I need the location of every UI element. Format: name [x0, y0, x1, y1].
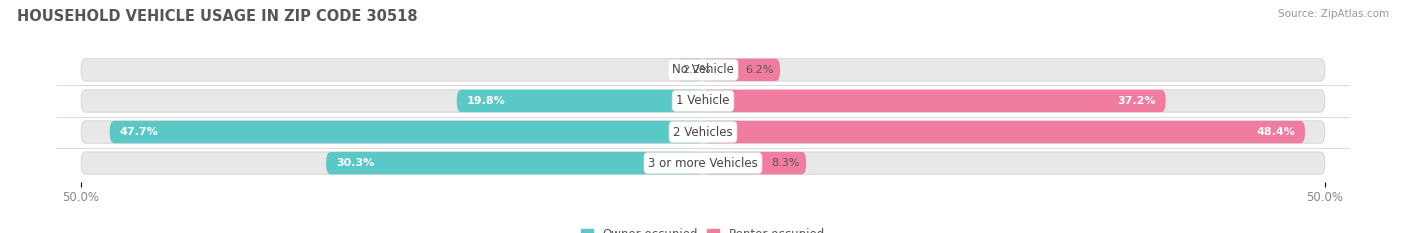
Text: 48.4%: 48.4% [1256, 127, 1295, 137]
FancyBboxPatch shape [82, 152, 1324, 174]
FancyBboxPatch shape [82, 59, 1324, 81]
Text: 37.2%: 37.2% [1118, 96, 1156, 106]
FancyBboxPatch shape [110, 121, 703, 143]
FancyBboxPatch shape [703, 59, 780, 81]
Text: 6.2%: 6.2% [745, 65, 773, 75]
Text: 8.3%: 8.3% [772, 158, 800, 168]
Legend: Owner-occupied, Renter-occupied: Owner-occupied, Renter-occupied [576, 224, 830, 233]
FancyBboxPatch shape [326, 152, 703, 174]
Text: 2.2%: 2.2% [682, 65, 710, 75]
FancyBboxPatch shape [676, 59, 703, 81]
Text: No Vehicle: No Vehicle [672, 63, 734, 76]
FancyBboxPatch shape [457, 90, 703, 112]
Text: HOUSEHOLD VEHICLE USAGE IN ZIP CODE 30518: HOUSEHOLD VEHICLE USAGE IN ZIP CODE 3051… [17, 9, 418, 24]
Text: 19.8%: 19.8% [467, 96, 505, 106]
Text: 1 Vehicle: 1 Vehicle [676, 94, 730, 107]
Text: 47.7%: 47.7% [120, 127, 159, 137]
Text: 2 Vehicles: 2 Vehicles [673, 126, 733, 139]
Text: Source: ZipAtlas.com: Source: ZipAtlas.com [1278, 9, 1389, 19]
Text: 30.3%: 30.3% [336, 158, 374, 168]
FancyBboxPatch shape [703, 121, 1305, 143]
Text: 3 or more Vehicles: 3 or more Vehicles [648, 157, 758, 170]
FancyBboxPatch shape [703, 90, 1166, 112]
FancyBboxPatch shape [82, 121, 1324, 143]
FancyBboxPatch shape [703, 152, 806, 174]
FancyBboxPatch shape [82, 90, 1324, 112]
